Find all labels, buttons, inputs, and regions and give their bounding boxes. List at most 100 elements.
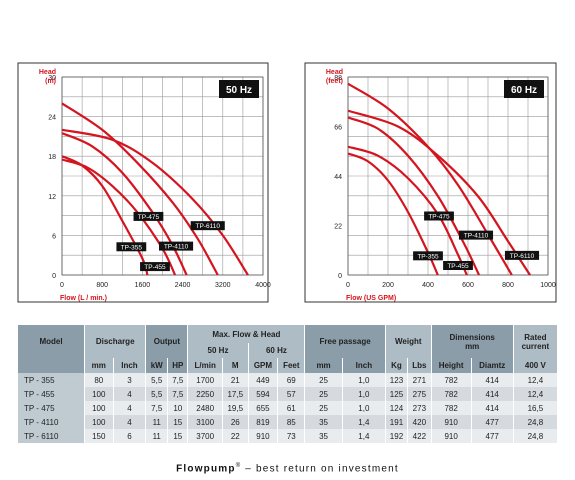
table-cell: 73 [277, 429, 306, 443]
table-cell: 100 [84, 415, 114, 429]
model-cell: TP - 475 [18, 401, 85, 415]
table-cell: 123 [385, 373, 409, 387]
col-60hz: 60 Hz [248, 343, 306, 358]
col-maxflow: Max. Flow & Head [187, 325, 306, 343]
model-cell: TP - 355 [18, 373, 85, 387]
curve-tp-6110 [61, 128, 249, 276]
table-cell: 150 [84, 429, 114, 443]
subheader-cell: M [222, 358, 249, 373]
table-cell: 24,8 [513, 429, 559, 443]
spec-table: Model Discharge Output Max. Flow & Head … [18, 325, 559, 443]
table-cell: 24,8 [513, 415, 559, 429]
brand-name: Flowpump [176, 463, 236, 475]
x-tick-label: 200 [382, 282, 394, 289]
y-tick-label: 0 [338, 273, 342, 280]
table-row: TP - 455 100 4 5,5 7,5 2250 17,5 594 57 25 1,0 125 2… [18, 387, 559, 401]
table-cell: 414 [471, 401, 514, 415]
table-cell: 477 [471, 429, 514, 443]
table-cell: 125 [385, 387, 409, 401]
curve-label: TP-4110 [464, 233, 489, 240]
table-cell: 15 [167, 429, 189, 443]
curve-label: TP-455 [144, 264, 166, 271]
chart-60hz: 0 22 44 66 88 0 200 400 600 800 1000 Head (feet) Flow… [304, 62, 557, 303]
subheader-cell: Inch [113, 358, 147, 373]
table-cell: 25 [304, 373, 343, 387]
x-tick-label: 0 [346, 282, 350, 289]
x-tick-label: 3200 [215, 282, 231, 289]
table-cell: 25 [304, 401, 343, 415]
table-cell: 22 [222, 429, 249, 443]
table-cell: 7,5 [167, 387, 189, 401]
table-cell: 69 [277, 373, 306, 387]
table-cell: 3700 [187, 429, 223, 443]
table-cell: 1,4 [342, 429, 386, 443]
table-cell: 4 [113, 387, 147, 401]
table-cell: 35 [304, 415, 343, 429]
tagline-text: – best return on investment [241, 463, 399, 475]
table-cell: 12,4 [513, 373, 559, 387]
table-cell: 7,5 [167, 373, 189, 387]
table-cell: 782 [431, 373, 472, 387]
y-axis-label: Head [39, 69, 56, 76]
table-row: TP - 4110 100 4 11 15 3100 26 819 85 35 1,4 191 420 9… [18, 415, 559, 429]
table-cell: 4 [113, 401, 147, 415]
col-50hz: 50 Hz [187, 343, 249, 358]
y-tick-label: 22 [334, 224, 342, 231]
table-cell: 57 [277, 387, 306, 401]
registered-mark: ® [235, 463, 242, 469]
curve-label-box [443, 261, 473, 270]
y-tick-label: 30 [48, 75, 56, 82]
table-cell: 192 [385, 429, 409, 443]
curve-tp-6110 [347, 109, 531, 276]
model-cell: TP - 6110 [18, 429, 85, 443]
table-cell: 449 [248, 373, 279, 387]
table-cell: 124 [385, 401, 409, 415]
curve-label-box [159, 241, 194, 251]
table-cell: 819 [248, 415, 279, 429]
curve-label: TP-475 [138, 214, 160, 221]
table-cell: 61 [277, 401, 306, 415]
table-cell: 2250 [187, 387, 223, 401]
table-cell: 782 [431, 387, 472, 401]
table-cell: 11 [145, 415, 169, 429]
subheader-cell: HP [167, 358, 189, 373]
table-cell: 4 [113, 415, 147, 429]
y-tick-label: 0 [52, 273, 56, 280]
subheader-cell: Height [431, 358, 472, 373]
curve-label-box [458, 230, 494, 240]
y-tick-label: 66 [334, 125, 342, 132]
table-cell: 1,0 [342, 401, 386, 415]
tagline: Flowpump® – best return on investment [0, 463, 575, 474]
table-row: TP - 6110 150 6 11 15 3700 22 910 73 35 1,4 192 422 9… [18, 429, 559, 443]
table-cell: 1,4 [342, 415, 386, 429]
x-tick-label: 0 [60, 282, 64, 289]
frequency-badge-text: 60 Hz [511, 85, 537, 96]
curve-label: TP-6110 [195, 223, 220, 230]
table-cell: 21 [222, 373, 249, 387]
x-tick-label: 800 [502, 282, 514, 289]
subheader-cell: Feet [277, 358, 306, 373]
subheader-cell: Inch [342, 358, 386, 373]
curve-tp-455 [347, 145, 468, 276]
col-rated-current: Rated current [513, 325, 559, 358]
curve-tp-4110 [61, 102, 219, 276]
curve-label-box [140, 262, 170, 272]
table-cell: 25 [304, 387, 343, 401]
table-cell: 1700 [187, 373, 223, 387]
curve-tp-455 [61, 158, 177, 276]
table-cell: 100 [84, 387, 114, 401]
curve-label-box [424, 211, 454, 221]
table-cell: 273 [407, 401, 432, 415]
table-cell: 422 [407, 429, 432, 443]
table-cell: 7,5 [145, 401, 169, 415]
col-discharge: Discharge [84, 325, 147, 358]
frequency-badge-text: 50 Hz [226, 85, 252, 96]
table-cell: 5,5 [145, 373, 169, 387]
subheader-cell: mm [304, 358, 343, 373]
table-cell: 10 [167, 401, 189, 415]
x-axis-label: Flow (US GPM) [346, 295, 396, 302]
frequency-badge [504, 80, 544, 98]
curve-label-box [504, 250, 540, 260]
model-cell: TP - 4110 [18, 415, 85, 429]
subheader-cell: Diamtz [471, 358, 514, 373]
